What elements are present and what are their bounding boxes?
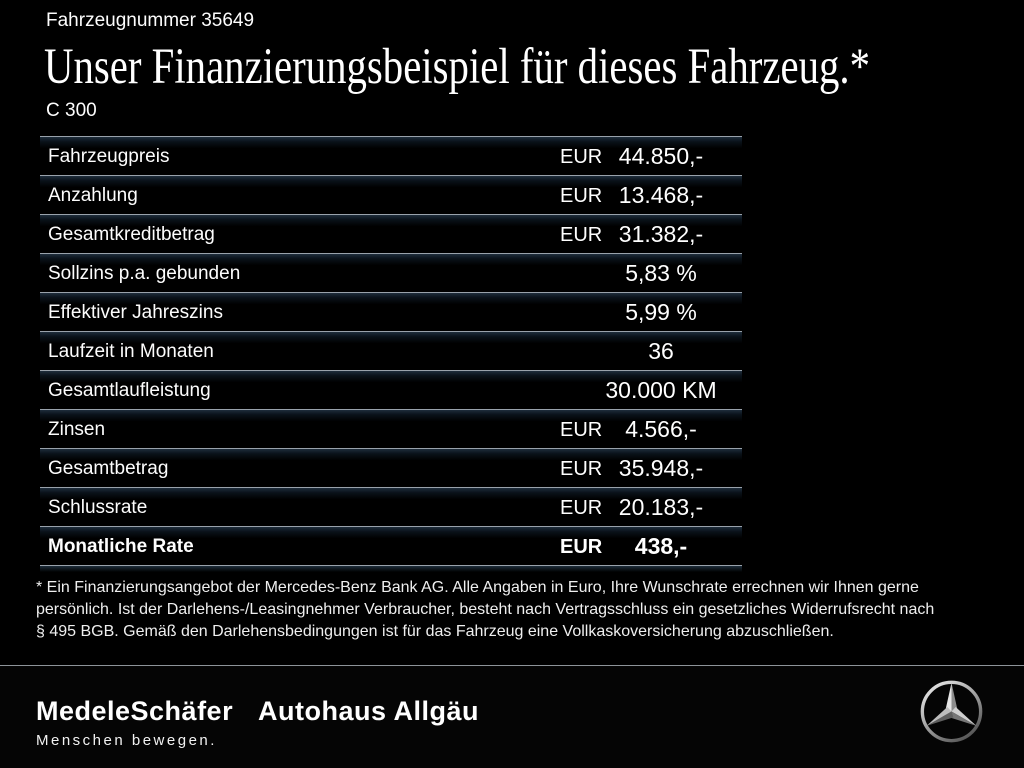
row-label: Gesamtbetrag (48, 458, 169, 479)
row-value: 438,- (634, 533, 688, 559)
row-currency: EUR (560, 224, 603, 246)
table-row: Effektiver Jahreszins 5,99 % (40, 292, 742, 331)
footnote-line: persönlich. Ist der Darlehens-/Leasingne… (36, 601, 935, 618)
table-row: Anzahlung EUR 13.468,- (40, 175, 742, 214)
row-label: Anzahlung (48, 185, 138, 206)
footnote-line: § 495 BGB. Gemäß den Darlehensbedingunge… (36, 623, 834, 640)
row-value: 31.382,- (618, 221, 704, 247)
row-currency: EUR (560, 419, 603, 441)
row-label: Sollzins p.a. gebunden (48, 263, 241, 284)
footer (0, 666, 1024, 768)
table-row: Fahrzeugpreis EUR 44.850,- (40, 136, 742, 175)
dealer-logo-autohaus-allgaeu: Autohaus Allgäu (258, 696, 479, 726)
row-value: 30.000 KM (605, 377, 717, 403)
table-row: Monatliche Rate EUR 438,- (40, 526, 742, 565)
row-value: 5,99 % (625, 299, 697, 325)
row-value: 4.566,- (625, 416, 697, 442)
row-value: 5,83 % (625, 260, 697, 286)
table-row: Schlussrate EUR 20.183,- (40, 487, 742, 526)
row-currency: EUR (560, 458, 603, 480)
page-title: Unser Finanzierungsbeispiel für dieses F… (44, 39, 870, 95)
row-label: Effektiver Jahreszins (48, 302, 223, 323)
table-row: Laufzeit in Monaten 36 (40, 331, 742, 370)
footnote: * Ein Finanzierungsangebot der Mercedes-… (36, 577, 1016, 643)
row-label: Zinsen (48, 419, 106, 440)
row-label: Gesamtlaufleistung (48, 380, 211, 401)
row-currency: EUR (560, 146, 603, 168)
row-currency: EUR (560, 536, 603, 558)
row-value: 35.948,- (618, 455, 704, 481)
row-currency: EUR (560, 185, 603, 207)
table-bottom-border (40, 565, 742, 574)
row-label: Laufzeit in Monaten (48, 341, 214, 362)
row-label: Fahrzeugpreis (48, 146, 170, 167)
finance-table: Fahrzeugpreis EUR 44.850,- Anzahlung EUR… (40, 136, 742, 574)
row-value: 36 (648, 338, 674, 364)
row-label: Monatliche Rate (48, 536, 194, 557)
table-row: Gesamtbetrag EUR 35.948,- (40, 448, 742, 487)
mercedes-star-icon (920, 680, 983, 743)
row-label: Gesamtkreditbetrag (48, 224, 215, 245)
table-row: Gesamtlaufleistung 30.000 KM (40, 370, 742, 409)
row-value: 44.850,- (618, 143, 704, 169)
dealer-logo-medele-schaefer: MedeleSchäfer (36, 696, 234, 726)
dealer-tagline: Menschen bewegen. (36, 732, 217, 749)
vehicle-number: Fahrzeugnummer 35649 (46, 10, 255, 31)
row-currency: EUR (560, 497, 603, 519)
table-row: Sollzins p.a. gebunden 5,83 % (40, 253, 742, 292)
table-row: Zinsen EUR 4.566,- (40, 409, 742, 448)
row-value: 20.183,- (618, 494, 704, 520)
table-row: Gesamtkreditbetrag EUR 31.382,- (40, 214, 742, 253)
vehicle-model: C 300 (46, 100, 97, 121)
footer-divider (0, 665, 1024, 666)
footnote-line: * Ein Finanzierungsangebot der Mercedes-… (36, 579, 919, 596)
row-label: Schlussrate (48, 497, 148, 518)
row-value: 13.468,- (618, 182, 704, 208)
